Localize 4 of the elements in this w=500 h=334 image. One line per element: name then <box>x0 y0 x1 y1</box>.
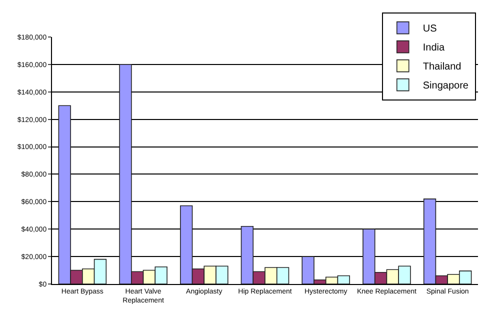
legend-label: India <box>422 42 445 54</box>
legend-label: Singapore <box>422 80 469 92</box>
legend-label: Thailand <box>422 62 462 73</box>
legend-label: US <box>422 24 438 35</box>
